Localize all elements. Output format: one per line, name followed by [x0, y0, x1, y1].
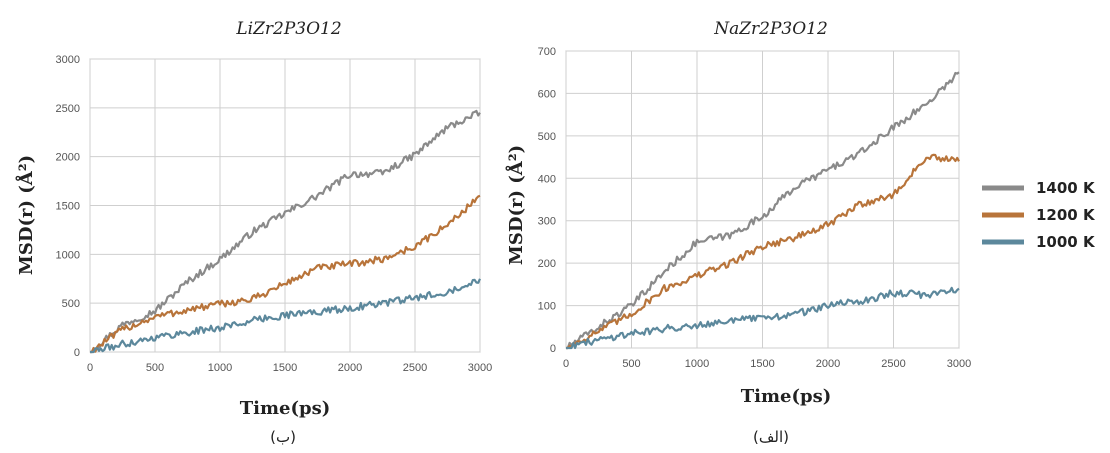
x-tick-label: 1500	[273, 362, 297, 374]
chart-title: LiZr2P3O12	[235, 19, 341, 39]
y-tick-label: 700	[538, 46, 556, 58]
y-tick-label: 0	[74, 347, 80, 359]
legend-label: 1400 K	[1036, 179, 1096, 197]
legend-item: 1200 K	[982, 206, 1096, 224]
x-axis-label: Time(ps)	[240, 398, 330, 419]
y-tick-labels: 0 500 1000 1500 2000 2500 3000	[56, 54, 80, 359]
chart-caption: (ب)	[270, 428, 296, 446]
y-tick-label: 300	[538, 216, 556, 228]
x-tick-label: 2000	[816, 358, 840, 370]
x-tick-label: 0	[563, 358, 569, 370]
y-tick-label: 400	[538, 173, 556, 185]
legend-item: 1000 K	[982, 233, 1096, 251]
chart-nazr2p3o12: NaZr2P3O12 0 500 1000 1500 2000 2500 3000 0 100…	[504, 19, 971, 446]
x-tick-label: 1000	[685, 358, 709, 370]
x-tick-label: 2000	[338, 362, 362, 374]
x-tick-label: 2500	[403, 362, 427, 374]
series-line-1200k	[90, 194, 481, 354]
series-line-1000k	[90, 278, 482, 354]
x-tick-labels: 0 500 1000 1500 2000 2500 3000	[563, 358, 971, 370]
chart-lizr2p3o12: LiZr2P3O12 0 500 1000 1500 2000 2500 3000 0 500…	[14, 19, 492, 446]
legend-item: 1400 K	[982, 179, 1096, 197]
series-line-1000k	[566, 286, 960, 350]
gridlines	[89, 58, 481, 353]
y-tick-label: 500	[538, 131, 556, 143]
y-tick-label: 1000	[56, 249, 80, 261]
y-tick-label: 500	[62, 298, 80, 310]
y-tick-label: 0	[550, 343, 556, 355]
y-tick-label: 200	[538, 258, 556, 270]
x-tick-label: 500	[622, 358, 640, 370]
x-tick-label: 1000	[208, 362, 232, 374]
legend-label: 1000 K	[1036, 233, 1096, 251]
y-tick-label: 600	[538, 88, 556, 100]
y-tick-label: 3000	[56, 54, 80, 66]
y-tick-label: 100	[538, 301, 556, 313]
series-lines	[90, 109, 482, 354]
x-tick-label: 0	[87, 362, 93, 374]
chart-title: NaZr2P3O12	[713, 19, 828, 39]
x-tick-label: 500	[146, 362, 164, 374]
series-lines	[566, 71, 960, 350]
series-line-1400k	[90, 109, 481, 354]
x-tick-label: 2500	[881, 358, 905, 370]
y-tick-label: 1500	[56, 201, 80, 213]
legend-label: 1200 K	[1036, 206, 1096, 224]
y-axis-label: MSD(r) (Å²)	[504, 145, 527, 265]
x-tick-label: 3000	[468, 362, 492, 374]
legend: 1400 K 1200 K 1000 K	[982, 179, 1096, 251]
y-tick-labels: 0 100 200 300 400 500 600 700	[538, 46, 556, 355]
y-tick-label: 2500	[56, 103, 80, 115]
x-tick-label: 1500	[750, 358, 774, 370]
gridlines	[565, 50, 960, 349]
series-line-1400k	[566, 71, 960, 350]
x-tick-label: 3000	[947, 358, 971, 370]
y-axis-label: MSD(r) (Å²)	[14, 155, 37, 275]
series-line-1200k	[566, 153, 960, 350]
y-tick-label: 2000	[56, 152, 80, 164]
x-tick-labels: 0 500 1000 1500 2000 2500 3000	[87, 362, 492, 374]
x-axis-label: Time(ps)	[741, 386, 831, 407]
chart-caption: (الف)	[753, 428, 789, 446]
